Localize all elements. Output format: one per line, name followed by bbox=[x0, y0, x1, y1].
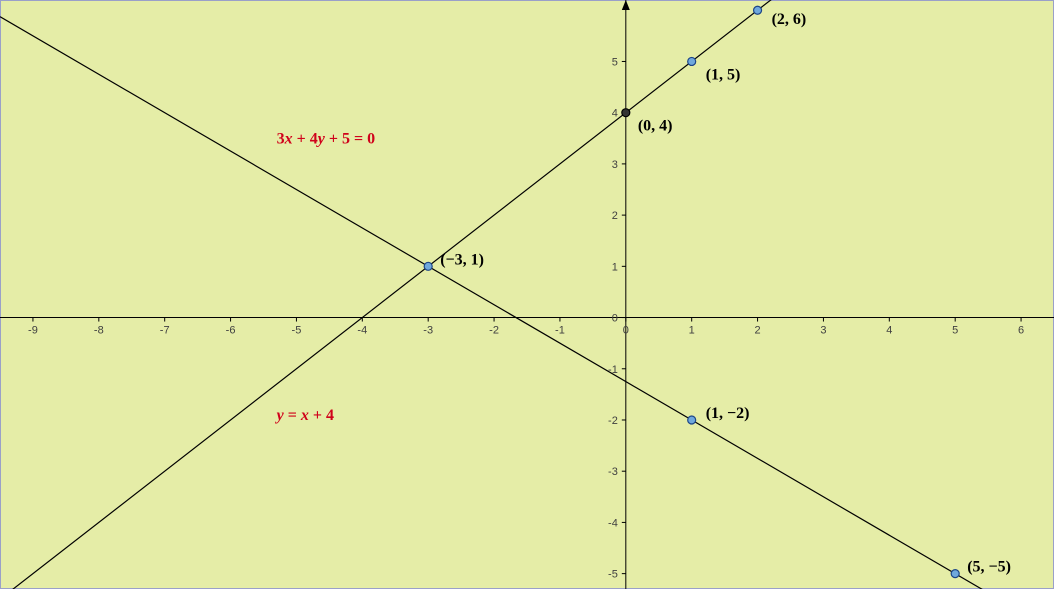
x-tick-label: -7 bbox=[160, 325, 170, 337]
x-tick-label: 0 bbox=[623, 325, 629, 337]
y-tick-label: 5 bbox=[612, 56, 618, 68]
equation-label-2: y = x + 4 bbox=[275, 407, 334, 424]
point-label: (2, 6) bbox=[772, 11, 807, 28]
coordinate-plot: -9-8-7-6-5-4-3-2-10123456-5-4-3-2-101234… bbox=[0, 0, 1054, 589]
plot-point bbox=[424, 262, 432, 270]
x-tick-label: 1 bbox=[689, 325, 695, 337]
x-tick-label: -6 bbox=[226, 325, 236, 337]
x-tick-label: -1 bbox=[555, 325, 565, 337]
x-tick-label: -4 bbox=[357, 325, 367, 337]
point-label: (1, −2) bbox=[706, 405, 750, 422]
y-tick-label: 0 bbox=[612, 313, 618, 325]
y-tick-label: 4 bbox=[612, 108, 618, 120]
plot-point bbox=[951, 570, 959, 578]
x-tick-label: 5 bbox=[952, 325, 958, 337]
equation-label-1: 3x + 4y + 5 = 0 bbox=[277, 130, 375, 147]
x-tick-label: -2 bbox=[489, 325, 499, 337]
point-label: (−3, 1) bbox=[440, 251, 484, 268]
x-tick-label: 6 bbox=[1018, 325, 1024, 337]
y-tick-label: 3 bbox=[612, 159, 618, 171]
plot-point bbox=[622, 109, 630, 117]
y-tick-label: -5 bbox=[608, 569, 618, 581]
y-tick-label: 1 bbox=[612, 261, 618, 273]
point-label: (0, 4) bbox=[638, 118, 673, 135]
y-tick-label: -4 bbox=[608, 517, 618, 529]
y-tick-label: -2 bbox=[608, 415, 618, 427]
x-tick-label: 4 bbox=[886, 325, 892, 337]
x-tick-label: -9 bbox=[28, 325, 38, 337]
x-tick-label: -8 bbox=[94, 325, 104, 337]
point-label: (5, −5) bbox=[967, 559, 1011, 576]
point-label: (1, 5) bbox=[706, 66, 741, 83]
y-tick-label: 2 bbox=[612, 210, 618, 222]
x-tick-label: -5 bbox=[292, 325, 302, 337]
plot-point bbox=[754, 6, 762, 14]
x-tick-label: 2 bbox=[755, 325, 761, 337]
y-tick-label: -3 bbox=[608, 466, 618, 478]
plot-point bbox=[688, 416, 696, 424]
x-tick-label: -3 bbox=[423, 325, 433, 337]
x-tick-label: 3 bbox=[820, 325, 826, 337]
plot-point bbox=[688, 57, 696, 65]
